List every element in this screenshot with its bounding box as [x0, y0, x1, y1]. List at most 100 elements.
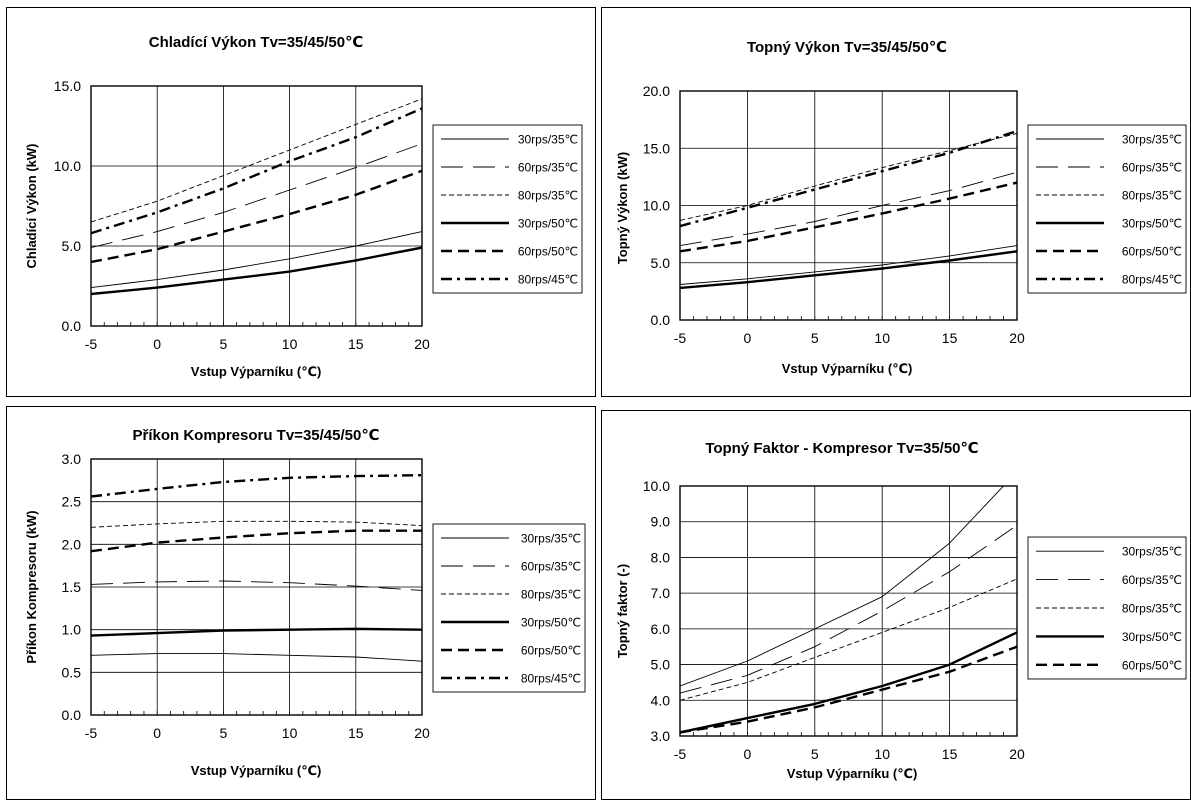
y-tick-label: 0.5 [62, 664, 82, 680]
plot-area [91, 86, 422, 326]
series-line-4 [680, 645, 1017, 734]
y-tick-label: 20.0 [643, 83, 670, 99]
x-tick-label: -5 [85, 725, 98, 741]
series-line-3 [680, 631, 1017, 734]
x-tick-label: 0 [744, 746, 752, 762]
legend-label: 60rps/35℃ [1122, 161, 1182, 175]
x-tick-label: 5 [811, 746, 819, 762]
series-line-4 [91, 529, 422, 553]
legend-box [1027, 124, 1187, 294]
chart-panel-cooling: Chladící Výkon Tv=35/45/50℃ Vstup Výparn… [6, 7, 596, 397]
series-line-3 [91, 246, 422, 296]
legend-label: 60rps/50℃ [518, 245, 578, 259]
chart-svg: Topný Faktor - Kompresor Tv=35/50℃ Vstup… [615, 440, 1187, 781]
legend-label: 30rps/50℃ [1122, 630, 1182, 644]
y-tick-label: 3.0 [651, 728, 671, 744]
x-tick-label: 15 [348, 725, 364, 741]
legend-label: 80rps/35℃ [1122, 602, 1182, 616]
x-tick-label: 5 [811, 330, 819, 346]
y-tick-label: 0.0 [62, 318, 82, 334]
y-tick-label: 15.0 [643, 140, 670, 156]
y-tick-label: 10.0 [54, 158, 81, 174]
legend-label: 30rps/35℃ [518, 133, 578, 147]
y-tick-label: 0.0 [62, 707, 82, 723]
series-line-0 [91, 653, 422, 662]
series-line-4 [680, 181, 1017, 253]
chart-svg: Chladící Výkon Tv=35/45/50℃ Vstup Výparn… [24, 34, 583, 379]
series-line-1 [91, 143, 422, 249]
y-tick-label: 8.0 [651, 549, 671, 565]
legend: 30rps/35℃ 60rps/35℃ 80rps/35℃ 30rps/50℃ 60rp… [1027, 124, 1187, 294]
series-line-0 [680, 245, 1017, 285]
y-tick-label: 1.0 [62, 622, 82, 638]
chart-panel-heating: Topný Výkon Tv=35/45/50℃ Vstup Výparníku… [601, 7, 1191, 397]
series-line-2 [91, 520, 422, 528]
legend-label: 30rps/35℃ [1122, 545, 1182, 559]
legend-box [432, 124, 583, 294]
series-line-2 [91, 98, 422, 223]
plot-border [90, 85, 423, 327]
x-tick-label: 0 [153, 725, 161, 741]
x-tick-label: 0 [744, 330, 752, 346]
legend-label: 80rps/45℃ [521, 672, 581, 686]
series-line-1 [680, 524, 1017, 694]
chart-panel-compressor-power: Příkon Kompresoru Tv=35/45/50℃ Vstup Výp… [6, 406, 596, 800]
x-tick-label: 10 [874, 330, 890, 346]
legend-label: 30rps/35℃ [1122, 133, 1182, 147]
legend-label: 60rps/50℃ [521, 644, 581, 658]
x-tick-label: 20 [1009, 330, 1025, 346]
y-tick-label: 2.5 [62, 494, 82, 510]
series-line-3 [680, 250, 1017, 290]
x-tick-label: 10 [282, 725, 298, 741]
y-tick-label: 2.0 [62, 536, 82, 552]
y-axis-label: Topný faktor (-) [615, 564, 630, 658]
y-tick-label: 6.0 [651, 621, 671, 637]
legend-label: 30rps/50℃ [521, 616, 581, 630]
y-tick-label: 10.0 [643, 198, 670, 214]
x-tick-label: 0 [153, 336, 161, 352]
legend-label: 80rps/35℃ [518, 189, 578, 203]
legend-label: 60rps/35℃ [518, 161, 578, 175]
x-tick-label: 10 [282, 336, 298, 352]
y-axis-label: Topný Výkon (kW) [615, 152, 630, 264]
x-tick-label: -5 [674, 746, 687, 762]
x-tick-label: 5 [220, 725, 228, 741]
x-tick-label: 15 [942, 746, 958, 762]
y-tick-label: 0.0 [651, 312, 671, 328]
x-tick-label: 15 [942, 330, 958, 346]
legend-label: 60rps/50℃ [1122, 245, 1182, 259]
chart-title: Příkon Kompresoru Tv=35/45/50℃ [132, 427, 379, 444]
legend-label: 60rps/35℃ [521, 560, 581, 574]
legend-label: 30rps/35℃ [521, 532, 581, 546]
x-tick-label: 20 [414, 725, 430, 741]
legend-label: 80rps/35℃ [521, 588, 581, 602]
legend: 30rps/35℃ 60rps/35℃ 80rps/35℃ 30rps/50℃ 60rp… [432, 124, 583, 294]
x-tick-label: 20 [1009, 746, 1025, 762]
plot-border [679, 90, 1018, 321]
x-axis-label: Vstup Výparníku (℃) [787, 766, 918, 781]
chart-title: Topný Faktor - Kompresor Tv=35/50℃ [705, 440, 978, 457]
x-tick-label: 5 [220, 336, 228, 352]
legend-label: 60rps/35℃ [1122, 573, 1182, 587]
x-axis-label: Vstup Výparníku (℃) [191, 364, 322, 379]
y-tick-label: 7.0 [651, 585, 671, 601]
legend: 30rps/35℃ 60rps/35℃ 80rps/35℃ 30rps/50℃ 60rp… [1027, 536, 1187, 680]
legend: 30rps/35℃ 60rps/35℃ 80rps/35℃ 30rps/50℃ 60rp… [432, 523, 586, 693]
legend-label: 80rps/45℃ [518, 273, 578, 287]
series-line-4 [91, 169, 422, 264]
x-tick-label: 10 [874, 746, 890, 762]
chart-svg: Topný Výkon Tv=35/45/50℃ Vstup Výparníku… [615, 39, 1187, 376]
y-tick-label: 4.0 [651, 692, 671, 708]
series-line-1 [91, 580, 422, 591]
y-tick-label: 5.0 [651, 657, 671, 673]
chart-svg: Příkon Kompresoru Tv=35/45/50℃ Vstup Výp… [24, 427, 586, 778]
x-axis-label: Vstup Výparníku (℃) [782, 361, 913, 376]
x-axis-label: Vstup Výparníku (℃) [191, 763, 322, 778]
series-line-0 [91, 231, 422, 289]
series-line-5 [680, 129, 1017, 228]
y-tick-label: 5.0 [62, 238, 82, 254]
legend-label: 80rps/45℃ [1122, 273, 1182, 287]
legend-box [432, 523, 586, 693]
series-line-5 [91, 107, 422, 235]
y-tick-label: 10.0 [643, 478, 670, 494]
